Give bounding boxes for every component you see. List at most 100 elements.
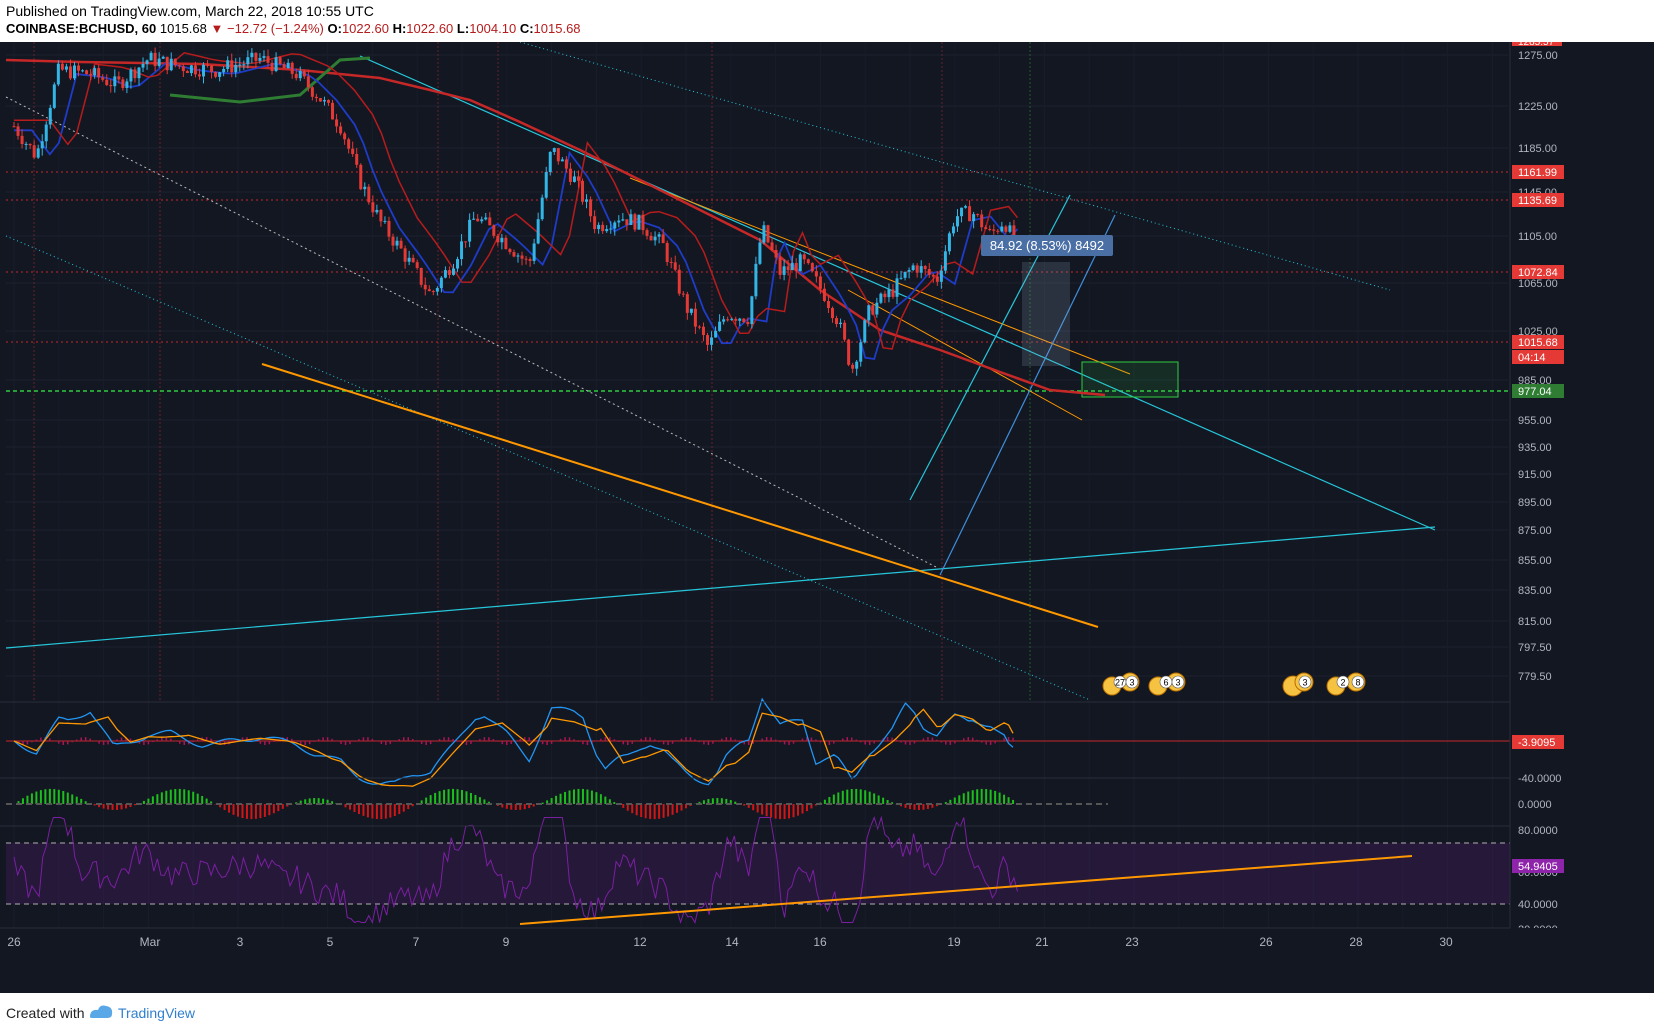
candle-body — [718, 321, 722, 331]
candle-body — [302, 71, 306, 77]
candle-body — [222, 68, 226, 73]
candle-body — [641, 214, 645, 231]
open-label: O: — [327, 21, 342, 36]
cyan-ascending-line — [5, 526, 1436, 649]
candle-body — [226, 60, 230, 69]
candle-body — [274, 57, 278, 72]
time-tick-label: 19 — [947, 935, 961, 949]
candle-body — [318, 98, 322, 102]
candle-body — [649, 235, 653, 241]
candle-body — [294, 73, 298, 79]
candle-body — [826, 301, 830, 309]
candle-body — [669, 261, 673, 263]
event-count-label: 2 — [1340, 678, 1345, 688]
candle-body — [423, 284, 427, 290]
price-tag — [1512, 335, 1564, 349]
candle-body — [214, 71, 218, 77]
candle-body — [560, 159, 564, 162]
ma-red-line — [5, 58, 1106, 397]
candle-body — [125, 81, 129, 88]
candle-body — [939, 270, 943, 282]
top-price-label: 1285.57 — [1518, 42, 1555, 48]
price-tick-label: 779.50 — [1518, 671, 1552, 683]
candle-body — [887, 289, 891, 298]
candle-body — [133, 69, 137, 79]
price-tick-label: 1105.00 — [1518, 231, 1557, 243]
candle-body — [617, 220, 621, 223]
orange-lower-line — [847, 289, 1083, 421]
candle-body — [44, 124, 48, 142]
candle-body — [359, 164, 363, 190]
candle-body — [750, 296, 754, 325]
time-tick-label: 16 — [813, 935, 827, 949]
rsi-band — [6, 843, 1510, 904]
candle-body — [145, 60, 149, 64]
candle-body — [794, 263, 798, 272]
chart-canvas[interactable]: 1275.001225.001185.001145.001105.001065.… — [0, 42, 1654, 993]
candle-body — [814, 271, 818, 277]
candle-body — [484, 217, 488, 220]
time-axis[interactable]: 26 Mar 3 5 7 9 12 14 16 19 21 23 26 28 30 — [0, 928, 1654, 993]
price-tick-label: 1225.00 — [1518, 101, 1558, 113]
candle-body — [903, 271, 907, 278]
ohlc-bar: COINBASE:BCHUSD, 60 1015.68 ▼ −12.72 (−1… — [6, 21, 581, 36]
candle-body — [310, 87, 314, 97]
candle-body — [798, 254, 802, 272]
measure-label-bg — [981, 235, 1113, 256]
event-count-bubble — [1351, 675, 1365, 689]
candle-body — [782, 266, 786, 275]
tradingview-brand[interactable]: TradingView — [118, 1005, 196, 1021]
time-tick-label: Mar — [140, 935, 161, 949]
candle-body — [407, 257, 411, 262]
candle-body — [960, 207, 964, 217]
candle-body — [375, 209, 379, 213]
candle-body — [189, 65, 193, 74]
candle-body — [181, 66, 185, 72]
candle-body — [883, 293, 887, 298]
candle-body — [706, 335, 710, 345]
momentum-axis-label: 0.0000 — [1518, 799, 1552, 811]
cyan-dotted-upper — [519, 42, 1391, 291]
momentum-pane — [6, 788, 1108, 820]
candle-body — [693, 308, 697, 327]
candle-body — [871, 305, 875, 315]
candle-body — [270, 62, 274, 72]
rsi-axis-label: 80.0000 — [1518, 825, 1558, 837]
candle-body — [456, 259, 460, 269]
candle-body — [911, 265, 915, 270]
price-tag-label: 04:14 — [1518, 352, 1546, 364]
candle-body — [331, 102, 335, 120]
candle-body — [399, 240, 403, 249]
candle-body — [568, 168, 572, 182]
time-tick-label: 3 — [237, 935, 244, 949]
price-tick-label: 1185.00 — [1518, 143, 1557, 155]
candle-body — [524, 258, 528, 260]
candle-body — [746, 322, 750, 325]
candle-body — [306, 76, 310, 88]
candle-body — [286, 62, 290, 69]
candle-body — [480, 219, 484, 222]
candle-body — [972, 214, 976, 222]
orange-support-line — [261, 363, 1099, 628]
candle-body — [282, 64, 286, 69]
candle-body — [830, 308, 834, 319]
candle-body — [12, 126, 16, 128]
candle-body — [165, 56, 169, 71]
symbol-label[interactable]: COINBASE:BCHUSD, 60 — [6, 21, 157, 36]
candle-body — [468, 219, 472, 242]
candle-body — [742, 318, 746, 323]
candle-body — [855, 361, 859, 369]
candle-body — [633, 214, 637, 230]
candle-body — [625, 219, 629, 225]
candle-body — [109, 85, 113, 87]
white-dotted-channel — [5, 96, 939, 569]
candle-body — [149, 52, 153, 61]
candle-body — [512, 252, 516, 257]
candle-body — [685, 294, 689, 313]
created-with-text: Created with — [6, 1005, 85, 1021]
candle-body — [677, 269, 681, 294]
candle-body — [593, 216, 597, 230]
time-tick-label: 30 — [1439, 935, 1453, 949]
candle-body — [697, 326, 701, 328]
price-tick-label: 815.00 — [1518, 616, 1552, 628]
